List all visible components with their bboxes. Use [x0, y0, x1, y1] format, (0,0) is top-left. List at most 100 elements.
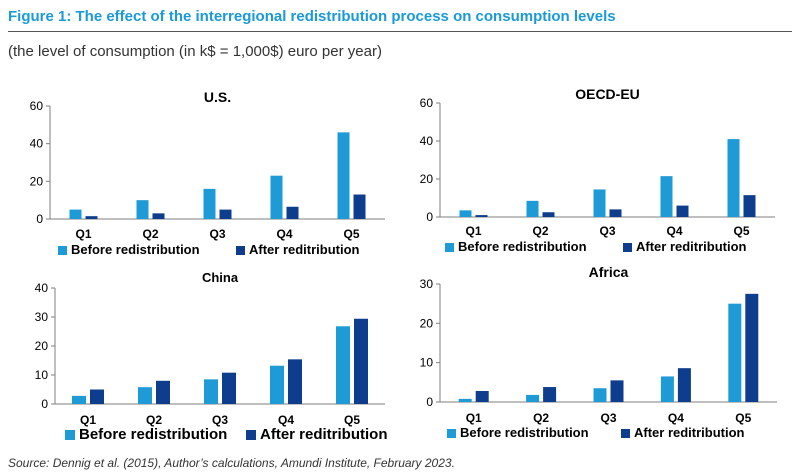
title-divider: [8, 31, 792, 32]
y-tick-label-china: 10: [35, 368, 49, 382]
y-tick-label-africa: 30: [420, 277, 434, 291]
legend-label-africa-after: After reditribution: [634, 425, 745, 440]
y-tick-label-us: 60: [30, 99, 44, 113]
bar-china-q3-before: [204, 379, 218, 404]
bar-oecd-eu-q3-before: [593, 189, 606, 217]
legend-label-africa-before: Before redistribution: [460, 425, 589, 440]
legend-swatch-us-after: [236, 246, 245, 255]
y-tick-label-oecd-eu: 40: [420, 134, 434, 148]
x-tick-label-oecd-eu: Q2: [532, 224, 548, 238]
y-tick-label-africa: 0: [426, 395, 433, 409]
bar-oecd-eu-q5-before: [727, 139, 740, 217]
legend-swatch-oecd-eu-before: [445, 243, 454, 252]
bar-africa-q2-after: [543, 387, 557, 402]
legend-swatch-us-before: [58, 246, 67, 255]
legend-label-oecd-eu-after: After reditribution: [636, 239, 747, 254]
bar-africa-q3-after: [610, 380, 624, 402]
y-tick-label-china: 0: [41, 397, 48, 411]
y-tick-label-africa: 20: [420, 316, 434, 330]
bar-oecd-eu-q2-before: [526, 200, 539, 217]
bar-oecd-eu-q3-after: [609, 209, 622, 217]
x-tick-label-oecd-eu: Q5: [733, 224, 749, 238]
x-tick-label-oecd-eu: Q3: [599, 224, 615, 238]
x-tick-label-africa: Q5: [735, 411, 751, 425]
chart-oecd-eu: OECD-EU 0 20 40 60 Q1 Q2 Q3 Q4 Q5 Before redistrib…: [420, 86, 775, 254]
bar-us-q5-before: [337, 132, 350, 219]
bar-china-q5-after: [354, 318, 368, 404]
figure-subtitle: (the level of consumption (in k$ = 1,000…: [8, 43, 382, 60]
legend-label-china-after: After reditribution: [260, 426, 388, 443]
bar-oecd-eu-q5-after: [743, 195, 756, 217]
bar-china-q1-before: [72, 395, 86, 404]
bar-us-q4-after: [286, 206, 299, 219]
y-tick-label-china: 20: [35, 339, 49, 353]
legend-swatch-africa-after: [621, 429, 630, 438]
x-tick-label-us: Q5: [343, 227, 359, 241]
legend-swatch-oecd-eu-after: [623, 243, 632, 252]
y-tick-label-africa: 10: [420, 356, 434, 370]
legend-swatch-china-after: [246, 430, 256, 440]
bar-africa-q1-after: [475, 390, 489, 402]
y-tick-label-china: 40: [35, 281, 49, 295]
x-tick-label-oecd-eu: Q1: [465, 224, 481, 238]
bar-africa-q5-before: [728, 303, 742, 402]
y-tick-label-oecd-eu: 20: [420, 172, 434, 186]
chart-title-us: U.S.: [204, 89, 231, 105]
chart-china: China 0 10 20 30 40 Q1 Q2 Q3 Q4 Q5 Before redistrib…: [35, 270, 388, 443]
bar-oecd-eu-q1-before: [459, 210, 472, 217]
x-tick-label-china: Q3: [212, 413, 228, 427]
bar-china-q5-before: [336, 326, 350, 404]
bar-china-q1-after: [90, 389, 104, 404]
source-note: Source: Dennig et al. (2015), Author’s c…: [8, 456, 455, 470]
x-tick-label-china: Q1: [80, 413, 96, 427]
x-tick-label-us: Q4: [276, 227, 292, 241]
figure-title: Figure 1: The effect of the interregiona…: [8, 8, 616, 25]
chart-title-africa: Africa: [589, 264, 629, 280]
bar-china-q4-before: [270, 365, 284, 404]
bar-us-q3-after: [219, 209, 232, 219]
legend-label-china-before: Before redistribution: [79, 426, 227, 443]
y-tick-label-us: 40: [30, 137, 44, 151]
y-tick-label-us: 0: [36, 212, 43, 226]
y-tick-label-china: 30: [35, 310, 49, 324]
y-tick-label-oecd-eu: 60: [420, 96, 434, 110]
legend-label-us-before: Before redistribution: [71, 242, 200, 257]
y-tick-label-us: 20: [30, 174, 44, 188]
bar-africa-q2-before: [526, 394, 540, 402]
bar-china-q4-after: [288, 359, 302, 404]
chart-title-oecd-eu: OECD-EU: [575, 86, 640, 102]
chart-africa: Africa 0 10 20 30 Q1 Q2 Q3 Q4 Q5 Before redistribu…: [420, 264, 777, 440]
chart-title-china: China: [202, 270, 239, 285]
x-tick-label-oecd-eu: Q4: [666, 224, 682, 238]
bar-china-q2-before: [138, 387, 152, 404]
x-tick-label-africa: Q4: [668, 411, 684, 425]
bar-us-q5-after: [353, 194, 366, 219]
legend-swatch-africa-before: [447, 429, 456, 438]
y-tick-label-oecd-eu: 0: [426, 210, 433, 224]
legend-label-us-after: After reditribution: [249, 242, 360, 257]
bar-africa-q5-after: [745, 293, 759, 402]
bar-africa-q4-after: [677, 368, 691, 402]
bar-us-q3-before: [203, 188, 216, 219]
x-tick-label-africa: Q1: [466, 411, 482, 425]
bar-africa-q3-before: [593, 388, 607, 402]
bar-china-q3-after: [222, 372, 236, 404]
x-tick-label-us: Q3: [209, 227, 225, 241]
x-tick-label-africa: Q3: [600, 411, 616, 425]
bar-oecd-eu-q4-before: [660, 176, 673, 217]
bar-oecd-eu-q4-after: [676, 205, 689, 217]
bar-us-q2-after: [152, 213, 165, 219]
bar-china-q2-after: [156, 380, 170, 404]
bar-oecd-eu-q2-after: [542, 212, 555, 217]
bar-africa-q1-before: [458, 398, 472, 402]
bar-us-q2-before: [136, 200, 149, 219]
bar-us-q4-before: [270, 175, 283, 219]
bar-africa-q4-before: [660, 376, 674, 402]
x-tick-label-us: Q1: [75, 227, 91, 241]
chart-us: U.S. 0 20 40 60 Q1 Q2 Q3 Q4 Q5 Before redistributi…: [30, 89, 385, 257]
x-tick-label-china: Q2: [146, 413, 162, 427]
x-tick-label-us: Q2: [142, 227, 158, 241]
legend-label-oecd-eu-before: Before redistribution: [458, 239, 587, 254]
bar-oecd-eu-q1-after: [475, 215, 488, 217]
legend-swatch-china-before: [65, 430, 75, 440]
